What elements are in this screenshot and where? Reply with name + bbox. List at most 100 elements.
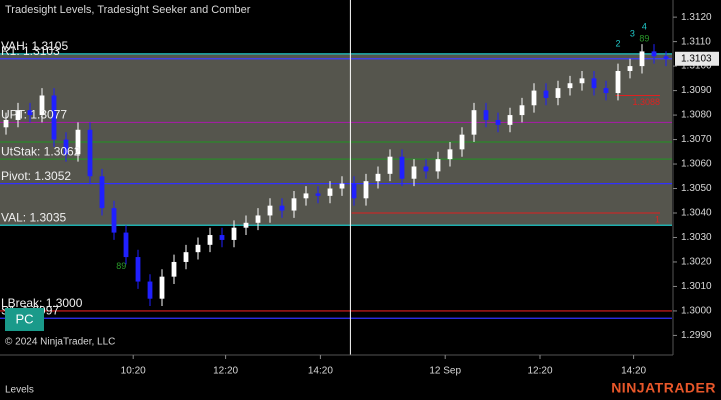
brand-logo: NINJATRADER <box>611 380 716 396</box>
candle-body <box>315 193 321 196</box>
level-label: VAL: 1.3035 <box>1 210 66 224</box>
candle-body <box>159 276 165 299</box>
x-tick-label: 12:20 <box>527 366 552 377</box>
candle-body <box>291 198 297 211</box>
indicator-label: 3 <box>630 29 635 39</box>
candle-body <box>399 156 405 179</box>
candle-body <box>219 235 225 240</box>
panel-label: Levels <box>5 385 34 396</box>
indicator-label: 89 <box>116 261 126 271</box>
y-tick-label: 1.3030 <box>681 232 712 243</box>
badge-box <box>5 308 44 331</box>
candle-body <box>387 156 393 174</box>
y-tick-label: 1.3090 <box>681 85 712 96</box>
candle-body <box>471 110 477 135</box>
candle-body <box>615 71 621 94</box>
candle-body <box>39 95 45 116</box>
last-price-box <box>675 51 719 66</box>
candle-body <box>375 173 381 182</box>
chart-title: Tradesight Levels, Tradesight Seeker and… <box>5 4 251 16</box>
indicator-label: 89 <box>639 34 649 44</box>
candle-body <box>87 129 93 177</box>
candle-body <box>603 88 609 94</box>
candle-body <box>507 115 513 125</box>
x-tick-label: 12:20 <box>213 366 238 377</box>
candle-body <box>279 205 285 211</box>
x-tick-label: 14:20 <box>308 366 333 377</box>
x-tick-label: 12 Sep <box>429 366 461 377</box>
candle-body <box>3 119 9 128</box>
candle-body <box>447 149 453 160</box>
badge-label: PC <box>15 311 33 326</box>
candle-body <box>639 51 645 67</box>
candle-body <box>423 166 429 172</box>
last-price-label: 1.3103 <box>681 53 712 64</box>
candle-body <box>255 215 261 223</box>
candle-body <box>207 235 213 245</box>
x-tick-label: 14:20 <box>621 366 646 377</box>
level-label: UtStak: 1.3062 <box>1 144 81 158</box>
candle-body <box>531 90 537 106</box>
y-tick-label: 1.3070 <box>681 134 712 145</box>
candle-body <box>327 188 333 196</box>
y-tick-label: 1.2990 <box>681 330 712 341</box>
y-tick-label: 1.3110 <box>681 36 711 47</box>
candle-body <box>519 105 525 116</box>
candle-body <box>51 95 57 140</box>
candle-body <box>627 66 633 71</box>
plot-area: 1 1.3088 234 89 89 <box>0 0 672 355</box>
candle-body <box>183 252 189 262</box>
candle-body <box>231 227 237 240</box>
indicator-label: 2 <box>615 38 620 48</box>
candle-body <box>459 134 465 150</box>
y-tick-label: 1.3060 <box>681 159 712 170</box>
level-label: Pivot: 1.3052 <box>1 169 71 183</box>
y-tick-label: 1.3020 <box>681 257 712 268</box>
candle-body <box>555 88 561 98</box>
candle-body <box>243 222 249 228</box>
candle-body <box>195 244 201 253</box>
candle-body <box>147 281 153 299</box>
candle-body <box>303 193 309 199</box>
candle-body <box>651 51 657 57</box>
y-tick-label: 1.3120 <box>681 12 712 23</box>
level-label: R1: 1.3103 <box>1 44 60 58</box>
candle-body <box>435 159 441 172</box>
y-tick-label: 1.3010 <box>681 281 712 292</box>
candle-body <box>123 232 129 258</box>
indicator-label: 4 <box>642 21 647 31</box>
candle-body <box>351 183 357 199</box>
candle-body <box>363 181 369 199</box>
candle-body <box>111 208 117 233</box>
candle-body <box>411 166 417 179</box>
x-tick-label: 10:20 <box>121 366 146 377</box>
y-tick-label: 1.3080 <box>681 110 712 121</box>
y-tick-label: 1.3040 <box>681 208 712 219</box>
candle-body <box>483 110 489 120</box>
signal-label: 1 <box>655 214 660 224</box>
level-label: LBreak: 1.3000 <box>1 296 83 310</box>
copyright: © 2024 NinjaTrader, LLC <box>5 337 115 348</box>
candle-body <box>99 176 105 209</box>
candle-body <box>495 119 501 125</box>
candle-body <box>15 110 21 120</box>
candle-body <box>135 257 141 282</box>
candle-body <box>171 261 177 277</box>
candle-body <box>63 139 69 155</box>
candle-body <box>27 110 33 116</box>
y-tick-label: 1.3100 <box>681 61 712 72</box>
candle-body <box>267 205 273 216</box>
y-tick-label: 1.3050 <box>681 183 712 194</box>
candle-body <box>543 90 549 98</box>
value-area <box>0 53 672 226</box>
candle-body <box>579 78 585 84</box>
candle-body <box>567 83 573 89</box>
signal-label: 1.3088 <box>632 97 660 107</box>
level-label: UPT: 1.3077 <box>1 108 67 122</box>
candle-body <box>75 129 81 155</box>
candle-body <box>591 78 597 89</box>
level-label: VAH: 1.3105 <box>1 39 68 53</box>
candle-body <box>663 56 669 59</box>
candle-body <box>339 183 345 189</box>
